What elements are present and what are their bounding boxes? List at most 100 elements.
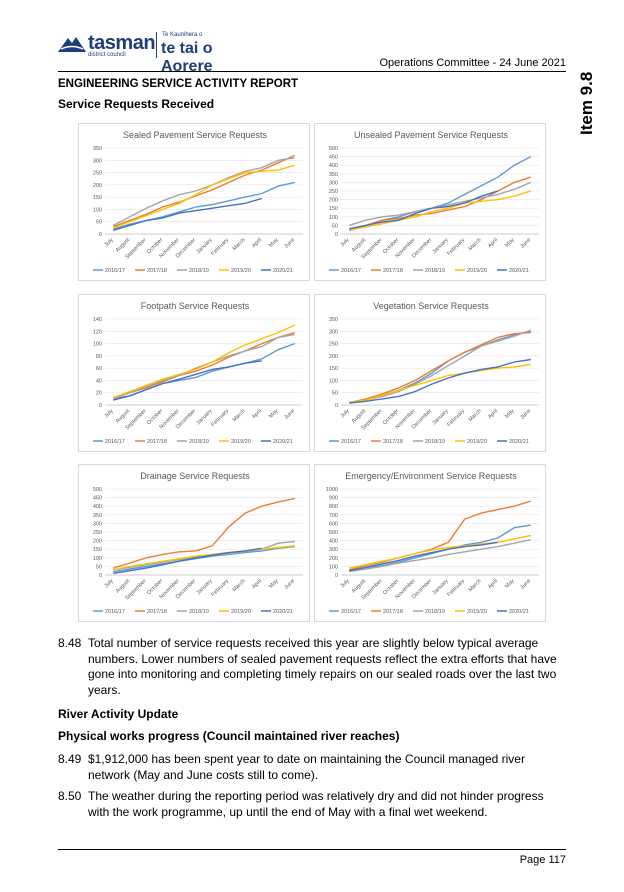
legend-label: 2019/20 — [467, 609, 487, 615]
legend-label: 2018/19 — [189, 439, 209, 445]
x-tick-label: March — [232, 408, 247, 423]
chart-svg: Unsealed Pavement Service Requests 0 50 100… — [329, 130, 539, 274]
logo-divider — [156, 32, 157, 58]
chart-vegetation: Vegetation Service Requests 0 50 100 150 200 2… — [314, 294, 546, 452]
legend-label: 2020/21 — [273, 439, 293, 445]
y-tick-label: 20 — [96, 391, 102, 397]
y-tick-label: 800 — [329, 504, 338, 510]
y-tick-label: 200 — [93, 539, 102, 545]
x-tick-label: February — [210, 408, 230, 428]
legend-label: 2018/19 — [425, 439, 445, 445]
series-line-2018-19 — [349, 539, 531, 573]
x-tick-label: July — [104, 237, 115, 248]
legend-label: 2020/21 — [509, 439, 529, 445]
y-tick-label: 100 — [93, 556, 102, 562]
y-tick-label: 120 — [93, 329, 102, 335]
y-tick-label: 400 — [329, 539, 338, 545]
y-tick-label: 350 — [329, 317, 338, 323]
series-line-2020-21 — [113, 360, 262, 401]
paragraph-number: 8.48 — [58, 636, 82, 650]
legend-label: 2016/17 — [105, 609, 125, 615]
series-line-2018-19 — [349, 181, 532, 227]
item-number: Item 9.8 — [577, 71, 596, 135]
legend-label: 2020/21 — [509, 268, 529, 274]
chart-drainage: Drainage Service Requests 0 50 100 150 200 250… — [78, 464, 310, 622]
x-tick-label: June — [283, 408, 296, 421]
y-tick-label: 250 — [329, 189, 338, 195]
y-tick-label: 150 — [93, 195, 102, 201]
y-tick-label: 150 — [93, 547, 102, 553]
x-tick-label: June — [283, 237, 296, 250]
y-tick-label: 80 — [96, 354, 102, 360]
legend-label: 2020/21 — [509, 609, 529, 615]
x-tick-label: July — [104, 578, 115, 589]
x-tick-label: July — [340, 237, 351, 248]
legend-label: 2017/18 — [383, 609, 403, 615]
paragraph-text: The weather during the reporting period … — [88, 789, 544, 819]
x-tick-label: February — [210, 237, 230, 257]
legend-label: 2016/17 — [105, 268, 125, 274]
x-tick-label: May — [268, 408, 280, 420]
y-tick-label: 300 — [329, 180, 338, 186]
legend-label: 2019/20 — [467, 268, 487, 274]
series-line-2017-18 — [349, 176, 532, 232]
y-tick-label: 350 — [329, 172, 338, 178]
chart-unsealed-pavement: Unsealed Pavement Service Requests 0 50 100… — [314, 123, 546, 281]
legend-label: 2017/18 — [147, 609, 167, 615]
y-tick-label: 100 — [329, 378, 338, 384]
y-tick-label: 200 — [329, 354, 338, 360]
x-tick-label: April — [251, 408, 263, 420]
y-tick-label: 50 — [96, 564, 102, 570]
legend-label: 2016/17 — [341, 268, 361, 274]
y-tick-label: 200 — [329, 556, 338, 562]
chart-title: Drainage Service Requests — [140, 471, 250, 481]
series-line-2019-20 — [113, 324, 296, 399]
x-tick-label: June — [519, 237, 532, 250]
y-tick-label: 0 — [99, 573, 102, 579]
legend-label: 2019/20 — [467, 439, 487, 445]
series-line-2018-19 — [112, 157, 295, 227]
y-tick-label: 300 — [329, 329, 338, 335]
legend-label: 2016/17 — [105, 439, 125, 445]
x-tick-label: April — [251, 578, 263, 590]
series-line-2019-20 — [349, 534, 531, 569]
page-number: Page 117 — [519, 854, 566, 866]
paragraph-number: 8.49 — [58, 752, 82, 766]
y-tick-label: 500 — [329, 146, 338, 152]
legend-label: 2018/19 — [425, 609, 445, 615]
chart-svg: Sealed Pavement Service Requests 0 50 100 15… — [93, 130, 303, 274]
paragraph-8-50: 8.50 The weather during the reporting pe… — [58, 789, 558, 820]
series-line-2016-17 — [349, 330, 531, 404]
y-tick-label: 500 — [93, 487, 102, 493]
y-tick-label: 150 — [329, 206, 338, 212]
legend-label: 2019/20 — [231, 268, 251, 274]
y-tick-label: 500 — [329, 530, 338, 536]
y-tick-label: 100 — [93, 207, 102, 213]
legend-label: 2019/20 — [231, 609, 251, 615]
y-tick-label: 300 — [93, 158, 102, 164]
legend-label: 2019/20 — [231, 439, 251, 445]
x-tick-label: February — [210, 578, 230, 598]
y-tick-label: 150 — [329, 366, 338, 372]
y-tick-label: 600 — [329, 521, 338, 527]
x-tick-label: April — [487, 578, 499, 590]
paragraph-8-49: 8.49 $1,912,000 has been spent year to d… — [58, 752, 558, 783]
y-tick-label: 300 — [329, 547, 338, 553]
y-tick-label: 60 — [96, 366, 102, 372]
x-tick-label: May — [504, 237, 516, 249]
legend-label: 2018/19 — [189, 268, 209, 274]
y-tick-label: 0 — [99, 232, 102, 238]
x-tick-label: April — [251, 237, 263, 249]
y-tick-label: 350 — [93, 513, 102, 519]
x-tick-label: April — [487, 408, 499, 420]
x-tick-label: March — [232, 237, 247, 252]
series-line-2020-21 — [113, 547, 262, 574]
chart-svg: Drainage Service Requests 0 50 100 150 200 250… — [93, 471, 303, 615]
y-tick-label: 100 — [93, 342, 102, 348]
chart-title: Emergency/Environment Service Requests — [345, 471, 517, 481]
series-line-2019-20 — [349, 363, 531, 404]
series-line-2017-18 — [113, 154, 296, 228]
legend-label: 2018/19 — [189, 609, 209, 615]
chart-svg: Footpath Service Requests 0 20 40 60 80 100 120… — [93, 301, 303, 445]
y-tick-label: 250 — [93, 171, 102, 177]
